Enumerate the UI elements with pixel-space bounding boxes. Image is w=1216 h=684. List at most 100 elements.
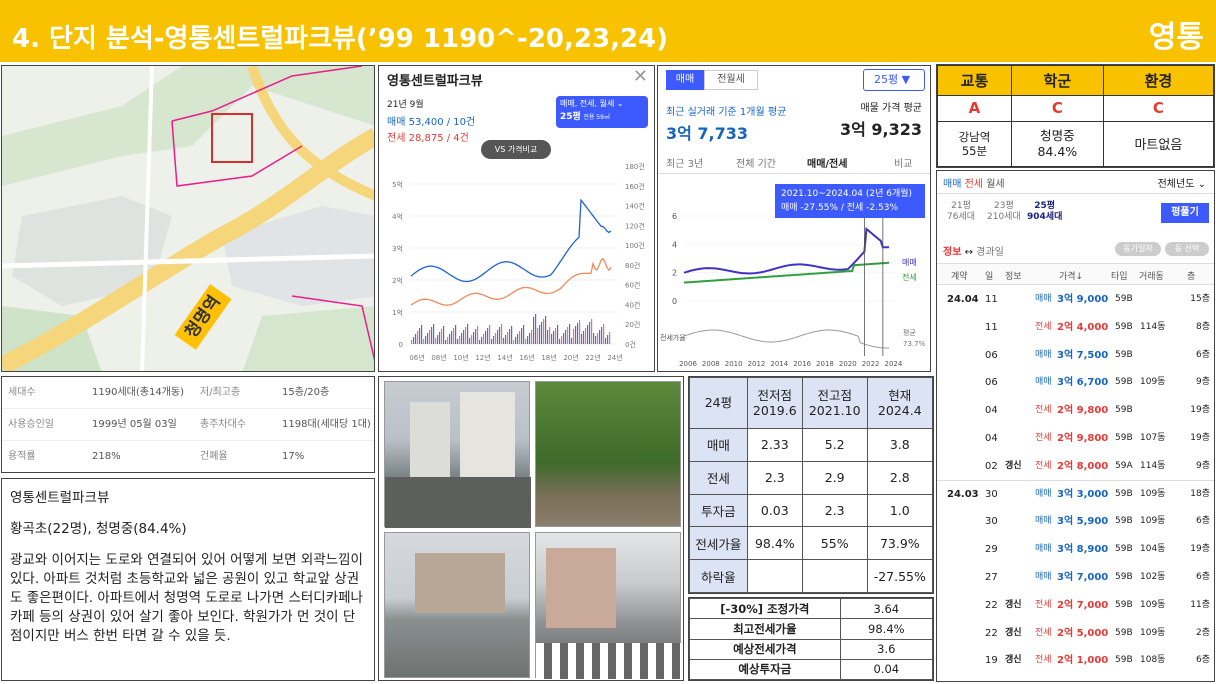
trade-price: 2억 8,000 [1057, 460, 1109, 472]
c2-legend-sale: 매매 [902, 258, 917, 267]
trade-row[interactable]: 19 갱신 전세 2억 1,000 59B 108동 6층 [937, 648, 1214, 673]
close-icon[interactable]: ✕ [632, 66, 648, 87]
trade-row[interactable]: 04 전세 2억 9,800 59B 19층 [937, 398, 1214, 423]
c1-volume-bar [497, 330, 499, 344]
c1-volume-bar [483, 334, 485, 344]
trade-row[interactable]: 04 전세 2억 9,800 59B 107동 19층 [937, 426, 1214, 451]
trade-day: 04 [985, 433, 998, 444]
tab-recent-3y[interactable]: 최근 3년 [666, 159, 704, 170]
trade-dong: 109동 [1140, 516, 1166, 527]
photo-street[interactable] [535, 532, 682, 679]
c2-x-tick: 2016 [793, 360, 811, 368]
size-dropdown[interactable]: 25평 ▼ [863, 69, 925, 91]
period-dropdown[interactable]: 전체년도 ⌄ [1158, 175, 1206, 190]
c1-volume-bar [473, 332, 475, 344]
c1-volume-bar [453, 328, 455, 344]
t24-cell: 73.9% [866, 526, 933, 561]
trade-floor: 19층 [1190, 433, 1210, 443]
tab-trade-jeonse[interactable]: 전세 [964, 179, 983, 190]
size-25-label: 25평 [1034, 201, 1056, 211]
tab-rent[interactable]: 전월세 [704, 70, 758, 90]
photo-school[interactable] [384, 532, 530, 678]
c1-right-tick: 40건 [625, 300, 640, 309]
c1-volume-bar [575, 326, 577, 344]
info-value: 15층/20층 [276, 377, 374, 409]
trade-row[interactable]: 30 매매 3억 5,900 59B 109동 6층 [937, 509, 1214, 534]
info-value: 1999년 05월 03일 [86, 409, 194, 441]
c1-volume-bar [501, 324, 503, 344]
selector-size: 25평 [560, 112, 581, 122]
t24-row-label: 전세가율 [689, 526, 748, 561]
c1-volume-bar [583, 331, 585, 344]
c1-volume-bar [507, 332, 509, 344]
adjust-value: 98.4% [839, 618, 933, 640]
col-info: 정보 [1005, 272, 1022, 282]
selector-sub: 전용 59㎡ [583, 114, 610, 121]
chip-dong-select[interactable]: 동 선택 [1165, 242, 1209, 256]
trade-dong: 109동 [1140, 488, 1166, 499]
tab-trade-monthly[interactable]: 월세 [986, 179, 1005, 190]
tab-trade-sale[interactable]: 매매 [943, 179, 962, 190]
trade-row[interactable]: 06 매매 3억 6,700 59B 109동 9층 [937, 370, 1214, 395]
trade-row[interactable]: 22 갱신 전세 2억 5,000 59B 109동 2층 [937, 621, 1214, 646]
trade-row[interactable]: 24.04 11 매매 3억 9,000 59B 15층 [937, 287, 1214, 312]
c1-x-tick: 14년 [497, 353, 512, 362]
c1-volume-bar [439, 332, 441, 344]
map-view[interactable]: 청명역 [1, 65, 375, 372]
c1-volume-bar [603, 324, 605, 344]
c2-legend-jeonse: 전세 [902, 272, 917, 282]
trend-panel: 매매 전월세 25평 ▼ 최근 실거래 기준 1개월 평균 3억 7,733 매… [657, 65, 931, 372]
c2-ratio-label: 전세가율 [660, 333, 686, 342]
size-23[interactable]: 23평 210세대 [987, 201, 1021, 223]
trade-day: 29 [985, 544, 998, 556]
col-price[interactable]: 가격↓ [1059, 272, 1084, 282]
trade-price: 2억 9,800 [1057, 433, 1109, 444]
c1-volume-bar [569, 324, 571, 344]
trade-price: 3억 3,000 [1057, 488, 1109, 500]
tooltip-change: 매매 -27.55% / 전세 -2.53% [781, 203, 898, 213]
trade-row[interactable]: 22 갱신 전세 2억 7,000 59B 109동 11층 [937, 593, 1214, 618]
c1-volume-bar [563, 333, 565, 344]
size-25[interactable]: 25평 904세대 [1027, 201, 1062, 223]
chart2-tabs: 최근 3년 전체 기간 매매/전세 비교 [658, 148, 930, 174]
tab-sale-jeonse[interactable]: 매매/전세 [807, 159, 848, 170]
c1-volume-bar [491, 339, 493, 344]
size-21[interactable]: 21평 76세대 [947, 201, 975, 223]
c1-volume-bar [417, 331, 419, 344]
trade-row[interactable]: 06 매매 3억 7,500 59B 6층 [937, 343, 1214, 368]
chip-sync-date[interactable]: 동기일자 [1115, 242, 1161, 256]
tab-compare[interactable]: 비교 [894, 159, 913, 170]
info-toggle[interactable]: 정보 ↔ 경과일 [943, 243, 1004, 258]
info-value: 17% [276, 441, 374, 472]
type-size-selector[interactable]: 매매, 전세, 월세 ⌄ 25평 전용 59㎡ [556, 96, 648, 128]
trade-row[interactable]: 24.03 30 매매 3억 3,000 59B 109동 18층 [937, 482, 1214, 507]
t24-head: 전고점 2021.10 [801, 377, 868, 429]
c1-volume-bar [529, 333, 531, 344]
trade-kind: 매매 [1035, 377, 1052, 388]
c1-volume-bar [421, 325, 423, 344]
trade-row[interactable]: 02 갱신 전세 2억 8,000 59A 114동 9층 [937, 454, 1214, 481]
photo-apartments[interactable] [384, 381, 531, 528]
info-label: 정보 [943, 247, 962, 258]
c2-y-tick: 6 [672, 212, 677, 221]
c1-volume-bar [475, 329, 477, 344]
trade-row[interactable]: 11 전세 2억 4,000 59B 114동 8층 [937, 315, 1214, 340]
photo-park[interactable] [535, 381, 681, 527]
c1-volume-bar [413, 337, 415, 344]
vs-compare-button[interactable]: VS 가격비교 [481, 140, 551, 159]
trade-row[interactable]: 27 매매 3억 7,000 59B 102동 6층 [937, 565, 1214, 590]
chevron-down-icon: ⌄ [616, 99, 624, 108]
trade-floor: 6층 [1195, 349, 1210, 360]
tab-all-period[interactable]: 전체 기간 [736, 159, 776, 170]
trade-price: 2억 7,000 [1057, 599, 1109, 611]
c2-jeonse-line [683, 261, 890, 284]
c1-right-tick: 180건 [625, 162, 645, 171]
trade-day: 06 [985, 349, 998, 361]
tab-sale[interactable]: 매매 [666, 70, 704, 90]
expand-size-button[interactable]: 평풀기 [1161, 203, 1209, 223]
t24-cell: -27.55% [866, 559, 933, 593]
c1-volume-bar [545, 316, 547, 344]
grade-transport: A [937, 95, 1012, 122]
trade-row[interactable]: 29 매매 3억 8,900 59B 104동 19층 [937, 537, 1214, 562]
trade-floor: 18층 [1190, 488, 1210, 499]
